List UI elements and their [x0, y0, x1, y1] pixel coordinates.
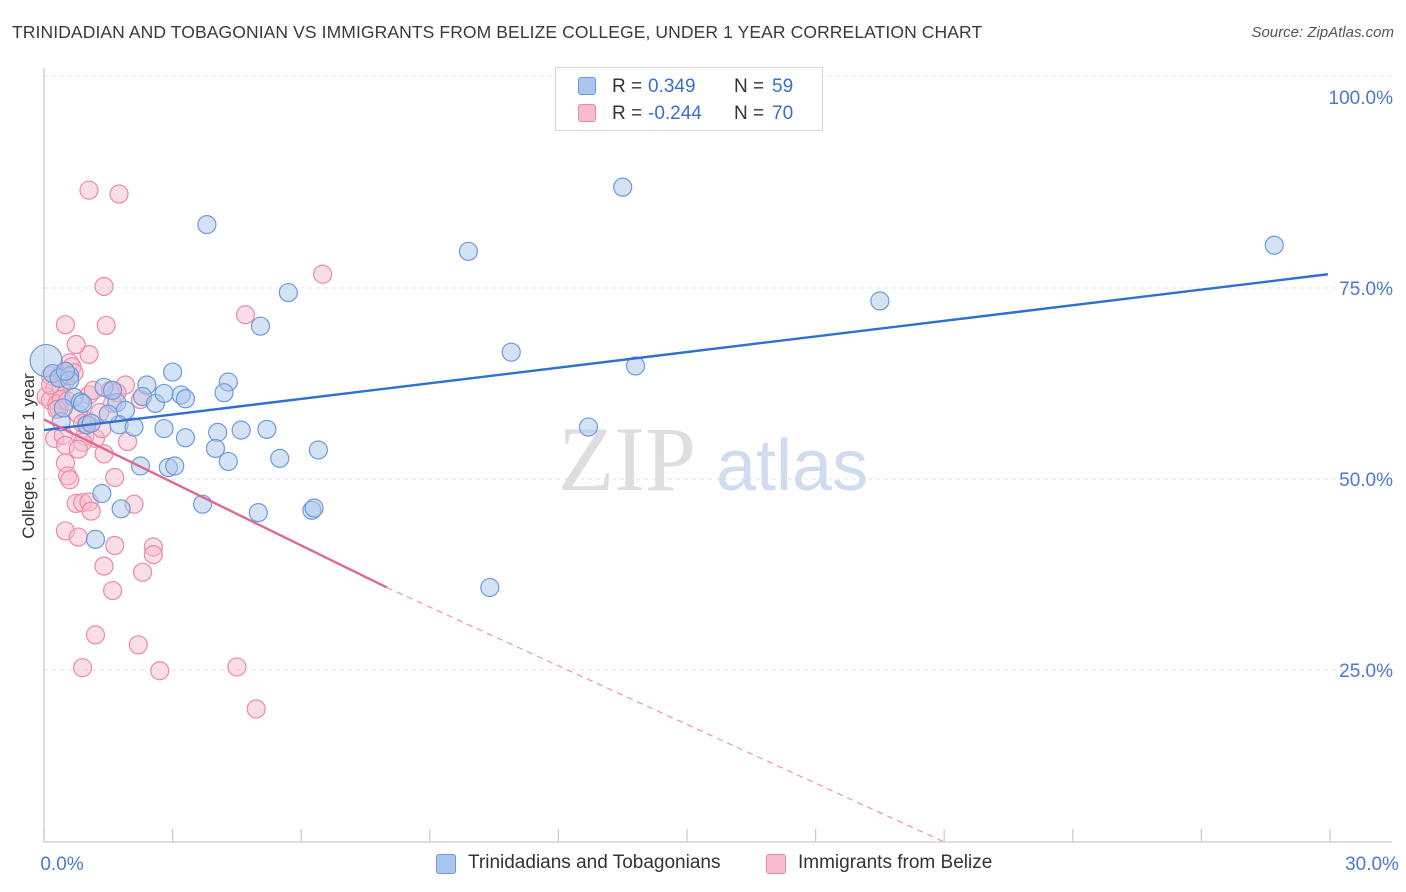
trend-lines	[43, 273, 1329, 843]
belize-point	[79, 180, 99, 200]
belize-point	[143, 545, 163, 565]
belize-point	[246, 699, 266, 719]
belize-point	[72, 658, 93, 678]
trinidad-point	[72, 393, 93, 413]
watermark-atlas: atlas	[716, 426, 868, 506]
legend-swatch-blue	[578, 77, 596, 95]
trend-line-belize-extension	[386, 586, 945, 843]
trinidad-point	[625, 356, 646, 376]
trinidad-point	[111, 499, 131, 519]
y-tick-labels: 25.0% 50.0% 75.0% 100.0%	[1329, 88, 1394, 682]
y-tick-label: 75.0%	[1339, 279, 1393, 300]
trinidad-point	[197, 214, 217, 235]
trinidad-point	[163, 362, 183, 382]
trinidad-point	[205, 438, 226, 459]
trinidad-point	[480, 577, 500, 598]
belize-point	[109, 184, 129, 204]
legend-swatch-pink	[578, 104, 596, 122]
belize-point	[68, 439, 88, 459]
belize-point	[235, 305, 256, 325]
trinidad-point	[92, 483, 112, 504]
trinidad-point	[55, 361, 76, 381]
trend-line-trinidadians	[43, 273, 1329, 432]
legend-r-value: 0.349	[648, 76, 696, 97]
trinidad-point	[870, 291, 890, 311]
belize-point	[55, 315, 76, 335]
belize-point	[227, 657, 247, 677]
legend-r-label: R =	[612, 103, 643, 124]
trinidad-point	[278, 282, 298, 303]
trinidad-point	[102, 380, 123, 400]
trinidad-point	[154, 383, 174, 404]
chart-title: TRINIDADIAN AND TOBAGONIAN VS IMMIGRANTS…	[12, 22, 983, 42]
legend-n-value: 59	[772, 76, 794, 97]
legend-n-label: N =	[734, 76, 765, 97]
trinidad-point	[175, 428, 196, 448]
trinidad-point	[613, 177, 633, 197]
legend-label: Immigrants from Belize	[798, 852, 993, 873]
belize-point	[150, 661, 170, 681]
belize-point	[81, 501, 101, 521]
trinidad-point	[270, 448, 290, 468]
legend-n-value: 70	[772, 103, 794, 124]
belize-point	[96, 315, 116, 336]
belize-point	[105, 535, 125, 556]
trinidad-point	[154, 418, 174, 439]
source-label: Source: ZipAtlas.com	[1251, 24, 1394, 41]
y-tick-label: 50.0%	[1339, 470, 1393, 491]
belize-point	[68, 527, 88, 547]
trinidad-point	[248, 503, 268, 523]
trinidad-point	[214, 383, 234, 403]
trinidad-point	[250, 316, 271, 336]
trinidad-point	[458, 241, 478, 261]
trinidad-point	[578, 417, 599, 437]
x-ticks	[43, 829, 1331, 842]
trinidad-point	[1264, 235, 1284, 255]
watermark-zip: ZIP	[558, 408, 696, 510]
y-tick-label: 25.0%	[1339, 661, 1393, 682]
legend-swatch-pink	[766, 854, 786, 874]
belize-point	[66, 334, 86, 355]
trinidad-point	[85, 529, 106, 549]
legend-r-value: -0.244	[648, 103, 702, 124]
legend-swatch-blue	[436, 854, 456, 874]
belize-point	[105, 467, 125, 488]
trinidad-point	[53, 398, 73, 418]
trinidad-point	[175, 389, 196, 409]
trinidad-point	[218, 451, 238, 472]
y-axis-label: College, Under 1 year	[19, 373, 38, 539]
axes	[43, 68, 1392, 843]
legend-n-label: N =	[734, 103, 765, 124]
correlation-legend: R = 0.349 N = 59 R = -0.244 N = 70	[555, 67, 823, 131]
belize-point	[94, 276, 114, 297]
grid-lines	[44, 75, 1392, 671]
legend-label: Trinidadians and Tobagonians	[468, 852, 721, 873]
series-trinidadians-and-tobagonians	[29, 177, 1284, 598]
belize-point	[60, 470, 80, 490]
legend-r-label: R =	[612, 76, 643, 97]
trinidad-point	[501, 342, 521, 362]
belize-point	[313, 264, 333, 284]
trinidad-point	[304, 498, 324, 518]
trinidad-point	[165, 456, 185, 476]
belize-point	[102, 580, 123, 601]
series-immigrants-from-belize	[36, 180, 333, 719]
belize-point	[85, 625, 106, 645]
belize-point	[79, 344, 99, 365]
trinidad-point	[308, 440, 328, 460]
belize-point	[128, 635, 148, 655]
y-tick-label: 100.0%	[1329, 88, 1394, 109]
belize-point	[132, 562, 153, 582]
trinidad-point	[231, 420, 251, 440]
belize-point	[94, 556, 114, 576]
trinidad-point	[257, 419, 277, 439]
x-tick-label-min: 0.0%	[40, 854, 83, 875]
trend-line-belize	[43, 418, 388, 589]
x-tick-label-max: 30.0%	[1345, 854, 1399, 875]
trinidad-point	[208, 422, 228, 442]
